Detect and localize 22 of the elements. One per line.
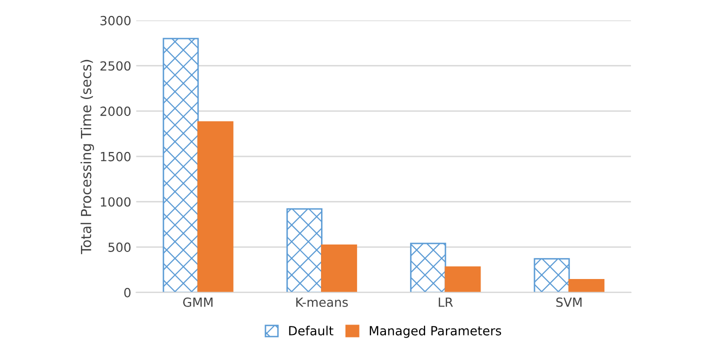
y-tick-label: 2000 xyxy=(100,106,131,116)
x-tick-label: SVM xyxy=(556,297,582,307)
bar xyxy=(321,244,358,292)
y-tick-label: 2500 xyxy=(100,61,131,71)
y-tick-label: 3000 xyxy=(100,16,131,26)
bar xyxy=(162,38,199,292)
bar xyxy=(410,242,446,292)
legend-label: Default xyxy=(289,326,334,336)
legend-label: Managed Parameters xyxy=(370,326,502,338)
y-tick-label: 500 xyxy=(108,242,131,252)
y-tick-label: 1000 xyxy=(100,197,131,207)
x-tick-label: K-means xyxy=(296,298,348,307)
y-tick-label: 0 xyxy=(124,288,131,298)
bar xyxy=(534,258,570,292)
y-axis-title: Total Processing Time (secs) xyxy=(80,60,94,254)
bar xyxy=(568,279,604,292)
y-tick-label: 1500 xyxy=(100,152,131,162)
bar xyxy=(444,266,481,292)
x-tick-label: LR xyxy=(438,298,453,307)
bar xyxy=(286,208,322,292)
x-tick-label: GMM xyxy=(183,297,212,307)
bar xyxy=(197,121,234,292)
